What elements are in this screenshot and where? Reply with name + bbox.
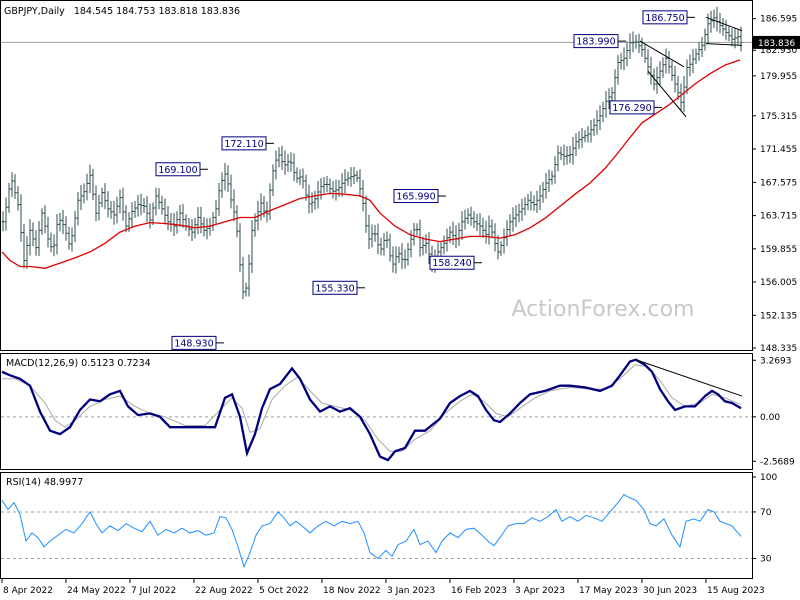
price-tick-label: 186.595 bbox=[760, 15, 797, 25]
x-axis-label: 22 Aug 2022 bbox=[195, 586, 253, 596]
price-tick-label: 159.855 bbox=[760, 245, 797, 255]
price-annotation: 172.110 bbox=[222, 137, 274, 150]
macd-tick-label: 0.00 bbox=[760, 413, 780, 423]
rsi-title: RSI(14) 48.9977 bbox=[6, 477, 83, 488]
x-axis-label: 3 Apr 2023 bbox=[515, 586, 565, 596]
rsi-tick-label: 70 bbox=[760, 508, 772, 518]
annotation-label: 183.990 bbox=[576, 37, 615, 48]
annotation-label: 169.100 bbox=[158, 165, 197, 176]
price-tick-label: 163.715 bbox=[760, 212, 797, 222]
macd-tick-label: -2.5689 bbox=[760, 457, 795, 467]
annotation-label: 186.750 bbox=[645, 13, 684, 24]
rsi-tick-label: 30 bbox=[760, 555, 772, 565]
x-axis-label: 17 May 2023 bbox=[579, 586, 638, 596]
price-tick-label: 148.335 bbox=[760, 344, 797, 354]
price-annotation: 176.290 bbox=[610, 101, 662, 114]
price-annotation: 148.930 bbox=[172, 336, 224, 349]
x-axis-label: 5 Oct 2022 bbox=[259, 586, 309, 596]
macd-title: MACD(12,26,9) 0.5123 0.7234 bbox=[6, 358, 151, 369]
rsi-tick-label: 100 bbox=[760, 473, 777, 483]
annotation-label: 158.240 bbox=[432, 258, 471, 269]
symbol-label: GBPJPY,Daily bbox=[4, 6, 65, 17]
x-axis-label: 15 Aug 2023 bbox=[707, 586, 765, 596]
price-tick-label: 156.005 bbox=[760, 278, 797, 288]
x-axis-label: 24 May 2022 bbox=[67, 586, 126, 596]
annotation-label: 176.290 bbox=[612, 103, 651, 114]
annotation-label: 172.110 bbox=[224, 139, 263, 150]
price-annotation: 165.990 bbox=[394, 190, 446, 203]
price-tick-label: 171.455 bbox=[760, 145, 797, 155]
price-annotation: 169.100 bbox=[156, 163, 208, 176]
x-axis-label: 8 Apr 2022 bbox=[3, 586, 53, 596]
price-tick-label: 167.575 bbox=[760, 178, 797, 188]
ohlc-values: 184.545 184.753 183.818 183.836 bbox=[74, 6, 240, 17]
macd-tick-label: 3.2693 bbox=[760, 356, 792, 366]
x-axis-label: 30 Jun 2023 bbox=[643, 586, 697, 596]
x-axis-label: 18 Nov 2022 bbox=[323, 586, 381, 596]
price-tick-label: 179.955 bbox=[760, 72, 797, 82]
x-axis-label: 3 Jan 2023 bbox=[387, 586, 435, 596]
price-tick-label: 152.135 bbox=[760, 311, 797, 321]
price-annotation: 186.750 bbox=[643, 11, 695, 24]
annotation-label: 148.930 bbox=[174, 338, 213, 349]
last-price-label: 183.836 bbox=[758, 39, 795, 49]
price-tick-label: 175.315 bbox=[760, 112, 797, 122]
annotation-label: 165.990 bbox=[396, 192, 435, 203]
price-annotation: 155.330 bbox=[313, 281, 365, 294]
x-axis-label: 16 Feb 2023 bbox=[451, 586, 507, 596]
price-annotation: 183.990 bbox=[574, 35, 626, 48]
x-axis-label: 7 Jul 2022 bbox=[131, 586, 176, 596]
watermark: ActionForex.com bbox=[512, 297, 695, 322]
annotation-label: 155.330 bbox=[315, 283, 354, 294]
chart-title: GBPJPY,Daily 184.545 184.753 183.818 183… bbox=[4, 6, 240, 17]
price-annotation: 158.240 bbox=[430, 256, 482, 269]
